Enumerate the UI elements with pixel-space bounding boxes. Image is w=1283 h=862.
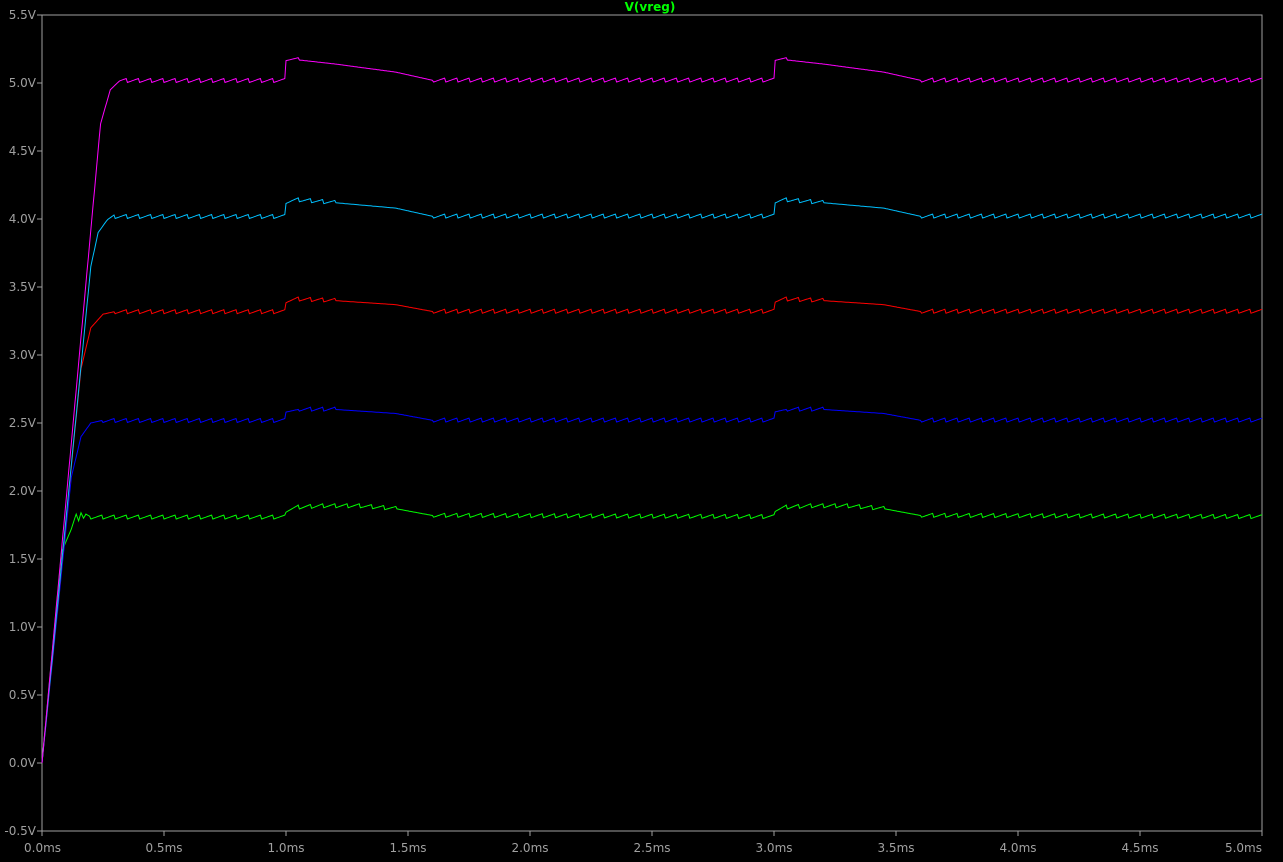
y-tick-label: 5.0V bbox=[9, 76, 37, 90]
y-tick-label: 4.5V bbox=[9, 144, 37, 158]
series-line-2 bbox=[41, 296, 1263, 764]
y-tick-label: 2.5V bbox=[9, 416, 37, 430]
y-tick-label: 5.5V bbox=[9, 8, 37, 22]
series-line-4 bbox=[41, 57, 1263, 764]
x-tick-label: 2.0ms bbox=[511, 841, 548, 855]
y-axis: -0.5V 0.0V 0.5V 1.0V 1.5V 2.0V 2.5V 3.0V 3.5V 4.0… bbox=[4, 8, 42, 838]
series-line-1 bbox=[41, 406, 1263, 764]
y-tick-label: 1.5V bbox=[9, 552, 37, 566]
y-tick-label: -0.5V bbox=[4, 824, 36, 838]
x-tick-label: 4.5ms bbox=[1121, 841, 1158, 855]
x-tick-label: 1.5ms bbox=[389, 841, 426, 855]
series-layer bbox=[41, 57, 1263, 764]
y-tick-label: 3.0V bbox=[9, 348, 37, 362]
x-tick-label: 0.5ms bbox=[145, 841, 182, 855]
y-tick-label: 0.5V bbox=[9, 688, 37, 702]
series-line-0 bbox=[41, 503, 1263, 764]
x-tick-label: 3.5ms bbox=[877, 841, 914, 855]
x-axis: 0.0ms 0.5ms 1.0ms 1.5ms 2.0ms 2.5ms 3.0ms 3.5ms… bbox=[24, 831, 1263, 855]
x-tick-label: 5.0ms bbox=[1225, 841, 1262, 855]
x-tick-label: 2.5ms bbox=[633, 841, 670, 855]
x-tick-label: 3.0ms bbox=[755, 841, 792, 855]
y-tick-label: 4.0V bbox=[9, 212, 37, 226]
y-tick-label: 0.0V bbox=[9, 756, 37, 770]
x-tick-label: 4.0ms bbox=[999, 841, 1036, 855]
chart-title: V(vreg) bbox=[625, 0, 676, 14]
x-tick-label: 1.0ms bbox=[267, 841, 304, 855]
series-line-3 bbox=[41, 197, 1263, 764]
y-tick-label: 1.0V bbox=[9, 620, 37, 634]
y-tick-label: 2.0V bbox=[9, 484, 37, 498]
x-tick-label: 0.0ms bbox=[24, 841, 61, 855]
y-tick-label: 3.5V bbox=[9, 280, 37, 294]
